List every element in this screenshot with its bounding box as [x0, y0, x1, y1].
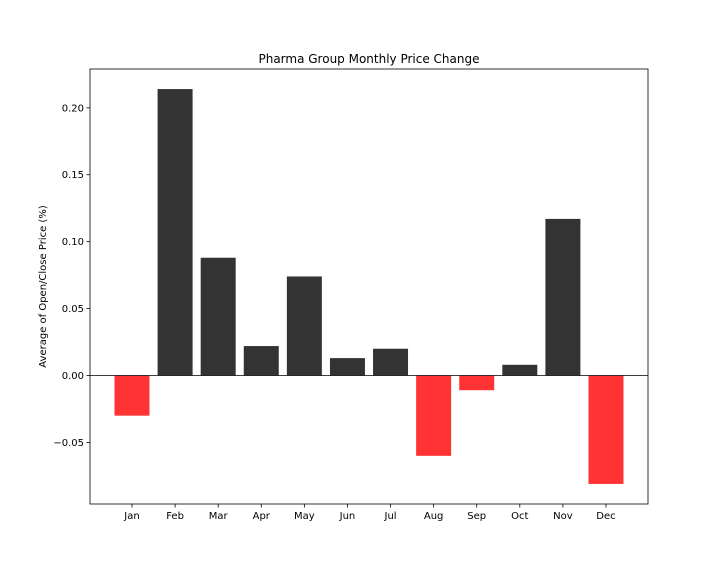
bar-nov [545, 218, 581, 376]
plot-frame [89, 68, 649, 505]
x-tick-label: Jul [384, 511, 397, 522]
bar-dec [588, 375, 624, 484]
bar-apr [243, 346, 279, 376]
x-tick-label: Jan [123, 511, 139, 522]
y-tick-label: 0.00 [62, 371, 84, 382]
y-tick-label: 0.20 [62, 103, 84, 114]
x-tick-label: Dec [596, 511, 615, 522]
bar-jun [329, 358, 365, 376]
bar-jul [373, 348, 409, 376]
x-tick-label: Jun [339, 511, 356, 522]
chart-title: Pharma Group Monthly Price Change [258, 52, 479, 66]
x-tick-label: Apr [253, 511, 271, 522]
x-tick-label: Oct [511, 511, 528, 522]
bar-may [286, 276, 322, 376]
y-axis-label: Average of Open/Close Price (%) [38, 205, 49, 368]
x-tick-label: Feb [166, 511, 184, 522]
y-tick-label: 0.10 [62, 237, 84, 248]
bar-feb [157, 89, 193, 376]
x-tick-label: Aug [424, 511, 444, 522]
bar-mar [200, 257, 236, 376]
bar-sep [459, 375, 495, 391]
y-tick-label: −0.05 [53, 438, 84, 449]
bar-oct [502, 364, 538, 376]
y-tick-label: 0.15 [62, 170, 84, 181]
y-tick-label: 0.05 [62, 304, 84, 315]
x-tick-label: May [294, 511, 315, 522]
x-tick-label: Mar [209, 511, 229, 522]
x-tick-label: Sep [467, 511, 486, 522]
plot-area: −0.05 0.00 0.05 0.10 0.15 0.20 Jan Feb Mar Apr May… [53, 68, 649, 522]
bar-jan [114, 375, 150, 416]
bar-aug [416, 375, 452, 456]
x-tick-label: Nov [553, 511, 573, 522]
